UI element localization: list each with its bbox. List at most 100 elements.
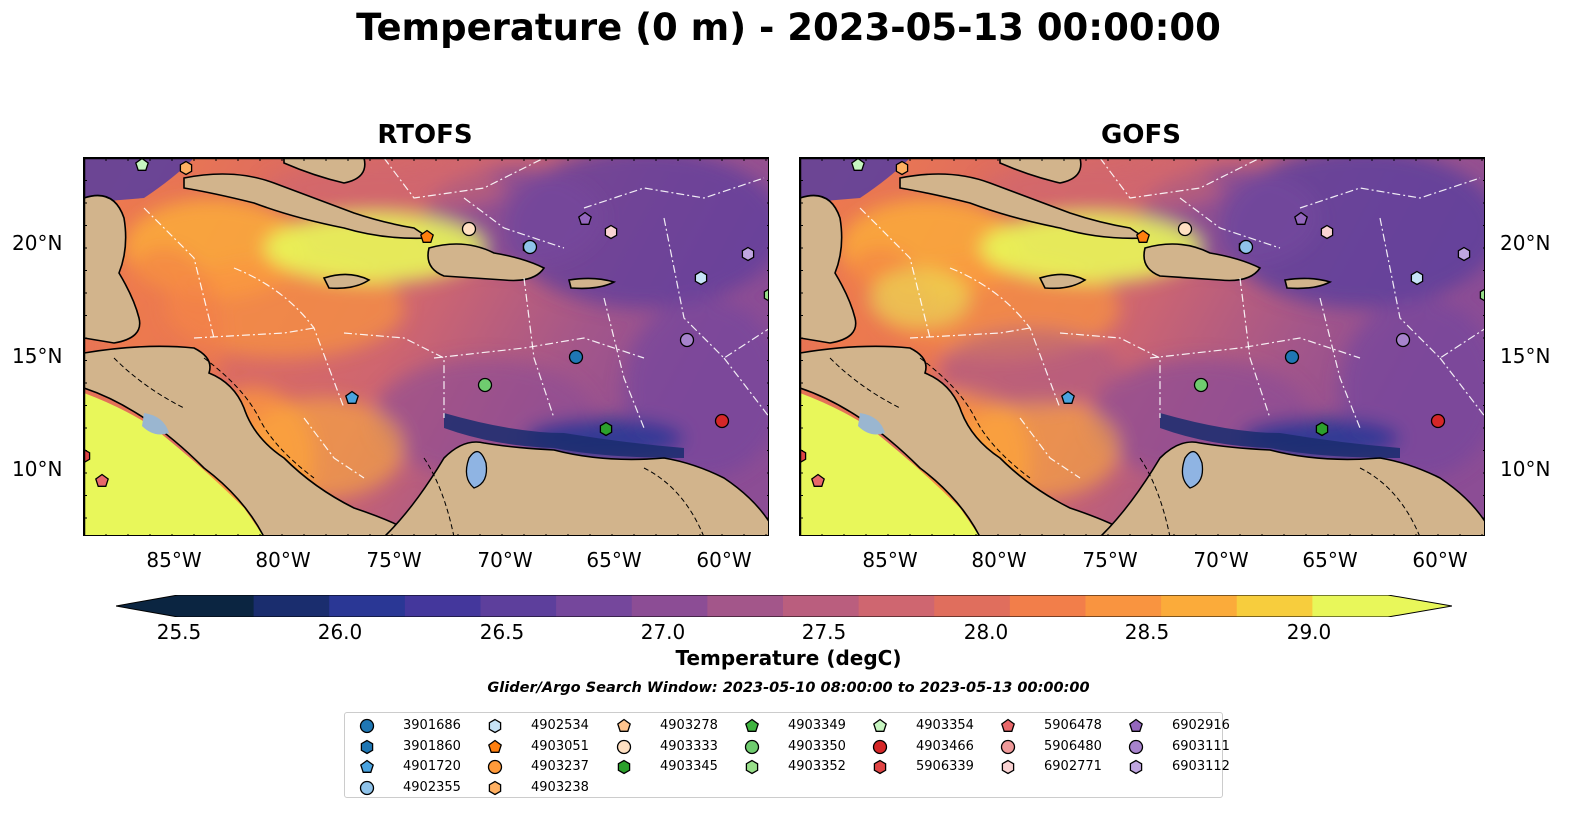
- float-marker: [895, 160, 909, 176]
- colorbar-segment: [631, 595, 708, 617]
- legend-label: 5906480: [1044, 738, 1102, 754]
- border-line: [919, 357, 1031, 479]
- legend-marker: [744, 739, 760, 754]
- legend-marker: [617, 759, 631, 775]
- figure-title: Temperature (0 m) - 2023-05-13 00:00:00: [356, 6, 1221, 49]
- eez-boundary: [949, 267, 1061, 409]
- colorbar-segment: [1161, 595, 1238, 617]
- land-puerto-rico: [1284, 277, 1333, 290]
- legend-marker: [488, 718, 502, 734]
- float-marker: [800, 448, 807, 464]
- legend-marker: [488, 739, 502, 753]
- lat-label: 15°N: [1500, 344, 1551, 368]
- float-marker: [714, 413, 730, 429]
- lon-label: 80°W: [971, 548, 1027, 572]
- legend-marker: [745, 718, 759, 732]
- legend-label: 4903333: [660, 738, 718, 754]
- pacific-warm-water: [800, 393, 979, 535]
- legend-marker-icon: [359, 718, 375, 734]
- legend-marker: [1001, 759, 1015, 775]
- colorbar-tick: 27.5: [801, 620, 847, 644]
- legend-label: 4903278: [660, 718, 718, 733]
- legend-marker: [360, 759, 374, 773]
- legend-marker-icon: [1128, 739, 1144, 754]
- land-central-america: [800, 345, 1121, 535]
- legend-marker: [1128, 739, 1144, 754]
- legend-marker-icon: [616, 739, 632, 754]
- eez-boundary: [143, 207, 215, 339]
- lon-label: 60°W: [1412, 548, 1468, 572]
- float-marker: [179, 160, 193, 176]
- eez-boundary: [723, 357, 768, 417]
- float-marker: [461, 221, 477, 237]
- colorbar-segment: [329, 595, 406, 617]
- legend-marker-icon: [745, 718, 759, 732]
- gofs-panel-title: GOFS: [1101, 120, 1181, 150]
- land-jamaica: [322, 273, 371, 290]
- legend-label: 4902355: [403, 779, 461, 795]
- eez-boundary: [603, 297, 645, 429]
- float-marker: [1061, 390, 1075, 404]
- eez-boundary: [233, 267, 345, 409]
- upwelling-band: [1160, 413, 1400, 458]
- float-marker: [84, 448, 91, 464]
- float-marker: [1136, 229, 1150, 243]
- float-marker: [578, 211, 592, 225]
- lon-label: 75°W: [366, 548, 422, 572]
- float-marker: [522, 239, 538, 255]
- border-line: [423, 457, 455, 535]
- colorbar-segment: [858, 595, 935, 617]
- legend-marker: [873, 718, 887, 732]
- lon-label: 70°W: [477, 548, 533, 572]
- float-marker: [420, 229, 434, 243]
- float-marker: [604, 224, 618, 240]
- temperature-patch: [870, 268, 970, 328]
- legend-marker-icon: [1129, 718, 1143, 732]
- eez-boundary: [1239, 277, 1271, 419]
- legend-label: 6902771: [1044, 759, 1102, 774]
- eez-boundary: [1149, 337, 1361, 359]
- legend-marker: [616, 739, 632, 754]
- legend-label: 4903051: [531, 738, 589, 754]
- eez-boundary: [583, 177, 765, 209]
- legend-marker: [360, 739, 374, 754]
- float-marker: [1410, 270, 1424, 286]
- float-marker: [1238, 239, 1254, 255]
- rtofs-panel-title: RTOFS: [377, 120, 473, 150]
- land-florida: [999, 158, 1082, 184]
- float-legend: 3901686 3901860 4901720 4902355 4902534 49030…: [344, 712, 1230, 798]
- colorbar-segment: [783, 595, 860, 617]
- colorbar-tick: 28.5: [1124, 620, 1170, 644]
- eez-boundary: [1379, 217, 1484, 359]
- float-marker: [599, 421, 613, 437]
- float-marker: [95, 473, 109, 487]
- float-marker: [477, 377, 493, 393]
- gulf-cool-water: [800, 158, 910, 203]
- rtofs-map-panel: [83, 157, 769, 536]
- land-florida: [283, 158, 366, 184]
- eez-boundary: [343, 332, 445, 418]
- eez-boundary: [1319, 297, 1361, 429]
- eez-boundary: [303, 417, 365, 479]
- colorbar-tick: 25.5: [156, 620, 202, 644]
- colorbar-tick: 28.0: [963, 620, 1009, 644]
- colorbar-min-extend: [116, 595, 178, 617]
- legend-label: 5906478: [1044, 718, 1102, 733]
- lon-label: 85°W: [146, 548, 202, 572]
- legend-marker: [1129, 759, 1143, 775]
- land-jamaica: [1038, 273, 1087, 290]
- legend-marker-icon: [359, 780, 375, 795]
- colorbar-segment: [556, 595, 633, 617]
- lat-label: 20°N: [12, 231, 63, 255]
- colorbar-segment: [1312, 595, 1389, 617]
- colorbar-segment: [707, 595, 784, 617]
- legend-marker-icon: [873, 759, 887, 775]
- float-marker: [741, 246, 755, 262]
- lon-label: 60°W: [696, 548, 752, 572]
- map-frame: [84, 158, 768, 535]
- map-canvas: [800, 158, 1484, 535]
- float-marker: [1320, 224, 1334, 240]
- eez-boundary: [1059, 332, 1161, 418]
- legend-label: 4903354: [916, 718, 974, 733]
- float-marker: [851, 158, 865, 171]
